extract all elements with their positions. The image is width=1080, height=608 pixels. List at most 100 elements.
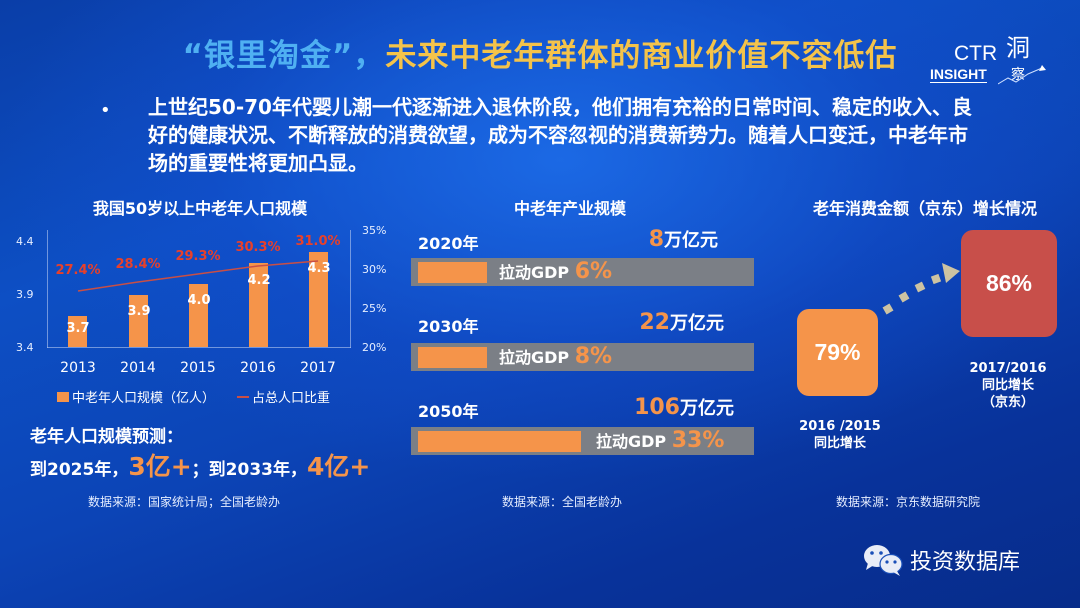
right-axis	[350, 230, 351, 348]
amount-number: 22	[639, 310, 670, 335]
legend-line-label: 占总人口比重	[252, 391, 331, 406]
bar-2016	[249, 263, 268, 347]
growth-label-line: 同比增长	[813, 436, 866, 451]
chart-legend: 中老年人口规模（亿人） 占总人口比重	[57, 387, 330, 406]
x-category: 2017	[300, 360, 336, 376]
gdp-bar-fill	[418, 262, 487, 283]
bar-value: 4.3	[307, 261, 331, 276]
forecast-value-2033: 4亿+	[307, 452, 371, 481]
gdp-bar-2030: 拉动GDP 8%	[411, 343, 754, 371]
bar-value: 3.9	[127, 304, 151, 319]
bar-2013	[68, 316, 87, 347]
forecast-pre-1: 到2025年，	[30, 460, 129, 480]
pct-value: 30.3%	[235, 240, 281, 255]
ctr-insight-logo: CTR INSIGHT 洞 察	[928, 20, 1048, 90]
industry-year: 2030年	[418, 317, 479, 336]
x-category: 2014	[120, 360, 156, 376]
growth-label-2017: 2017/2016 同比增长 （京东）	[958, 360, 1058, 411]
gdp-bar-2020: 拉动GDP 6%	[411, 258, 754, 286]
x-axis	[47, 347, 351, 348]
y-left-tick: 4.4	[16, 235, 34, 248]
amount-unit: 万亿元	[670, 313, 724, 334]
pct-value: 28.4%	[115, 257, 161, 272]
gdp-label-text: 拉动GDP	[499, 348, 575, 367]
y-right-tick: 35%	[362, 224, 387, 237]
jd-chart-title: 老年消费金额（京东）增长情况	[812, 199, 1037, 218]
bar-2015	[189, 284, 208, 347]
bar-value: 4.2	[247, 273, 271, 288]
amount-unit: 万亿元	[680, 398, 734, 419]
forecast-pre-2: ；到2033年，	[191, 460, 307, 480]
logo-insight: INSIGHT	[930, 66, 987, 83]
y-left-tick: 3.4	[16, 341, 34, 354]
dotted-arrow-icon	[882, 263, 960, 315]
forecast-text: 到2025年，3亿+；到2033年，4亿+	[30, 447, 370, 483]
growth-label-line: 2016 /2015	[799, 419, 881, 434]
pct-value: 27.4%	[55, 263, 101, 278]
bar-2017	[309, 252, 328, 347]
forecast-value-2025: 3亿+	[128, 452, 192, 481]
gdp-bar-2050: 拉动GDP 33%	[411, 427, 754, 455]
gdp-label: 拉动GDP 6%	[499, 258, 612, 286]
gdp-label-text: 拉动GDP	[499, 263, 575, 282]
population-chart-title: 我国50岁以上中老年人口规模	[92, 199, 308, 218]
logo-ctr: CTR	[954, 42, 998, 65]
bar-value: 3.7	[66, 321, 90, 336]
growth-label-line: 同比增长	[981, 378, 1034, 393]
population-chart: 4.4 3.9 3.4 35% 30% 25% 20% 3.7 3.9 4.0 …	[0, 220, 400, 410]
bar-value: 4.0	[187, 293, 211, 308]
industry-amount: 22万亿元	[524, 309, 724, 335]
x-category: 2016	[240, 360, 276, 376]
x-category: 2015	[180, 360, 216, 376]
source-jd: 数据来源：京东数据研究院	[836, 495, 981, 509]
industry-chart-title: 中老年产业规模	[513, 199, 626, 218]
growth-label-line: （京东）	[981, 395, 1034, 410]
gdp-label-text: 拉动GDP	[596, 432, 672, 451]
y-left-tick: 3.9	[16, 288, 34, 301]
industry-year: 2020年	[418, 234, 479, 253]
left-axis	[47, 230, 48, 348]
percentage-line	[77, 260, 319, 292]
industry-amount: 106万亿元	[534, 394, 734, 420]
growth-label-2016: 2016 /2015 同比增长	[790, 418, 890, 452]
gdp-label: 拉动GDP 33%	[596, 427, 724, 455]
bar-2014	[129, 295, 148, 347]
amount-unit: 万亿元	[664, 230, 718, 251]
wechat-icon	[864, 545, 903, 576]
bullet-icon: •	[100, 100, 111, 121]
gdp-bar-fill	[418, 431, 581, 452]
amount-number: 8	[648, 227, 664, 252]
gdp-pct: 6%	[574, 259, 613, 284]
logo-arrow-icon	[998, 65, 1046, 85]
industry-amount: 8万亿元	[518, 226, 718, 252]
y-right-tick: 25%	[362, 302, 387, 315]
y-right-tick: 30%	[362, 263, 387, 276]
logo-cha: 察	[1011, 67, 1025, 83]
x-category: 2013	[60, 360, 96, 376]
forecast-heading: 老年人口规模预测：	[30, 427, 183, 447]
slide-title: “银里淘金”，未来中老年群体的商业价值不容低估	[0, 30, 1080, 75]
title-part-1: “银里淘金”，	[182, 38, 386, 74]
pct-value: 29.3%	[175, 249, 221, 264]
growth-label-line: 2017/2016	[969, 361, 1047, 376]
wechat-account: 投资数据库	[862, 543, 1020, 577]
growth-box-2016: 79%	[797, 309, 878, 396]
amount-number: 106	[634, 395, 680, 420]
intro-paragraph: 上世纪50-70年代婴儿潮一代逐渐进入退休阶段，他们拥有充裕的日常时间、稳定的收…	[148, 95, 972, 175]
pct-value: 31.0%	[295, 234, 341, 249]
title-part-2: 未来中老年群体的商业价值不容低估	[385, 38, 898, 74]
y-right-tick: 20%	[362, 341, 387, 354]
gdp-bar-fill	[418, 347, 487, 368]
source-population: 数据来源：国家统计局；全国老龄办	[88, 495, 281, 509]
growth-box-2017: 86%	[961, 230, 1057, 337]
gdp-pct: 33%	[671, 428, 725, 453]
logo-dong: 洞	[1006, 34, 1030, 62]
legend-bar-label: 中老年人口规模（亿人）	[72, 391, 216, 406]
gdp-label: 拉动GDP 8%	[499, 343, 612, 371]
wechat-name: 投资数据库	[910, 550, 1021, 575]
source-industry: 数据来源：全国老龄办	[502, 495, 623, 509]
legend-line-swatch	[237, 395, 250, 398]
legend-bar-swatch	[57, 391, 69, 402]
gdp-pct: 8%	[574, 344, 613, 369]
industry-year: 2050年	[418, 402, 479, 421]
